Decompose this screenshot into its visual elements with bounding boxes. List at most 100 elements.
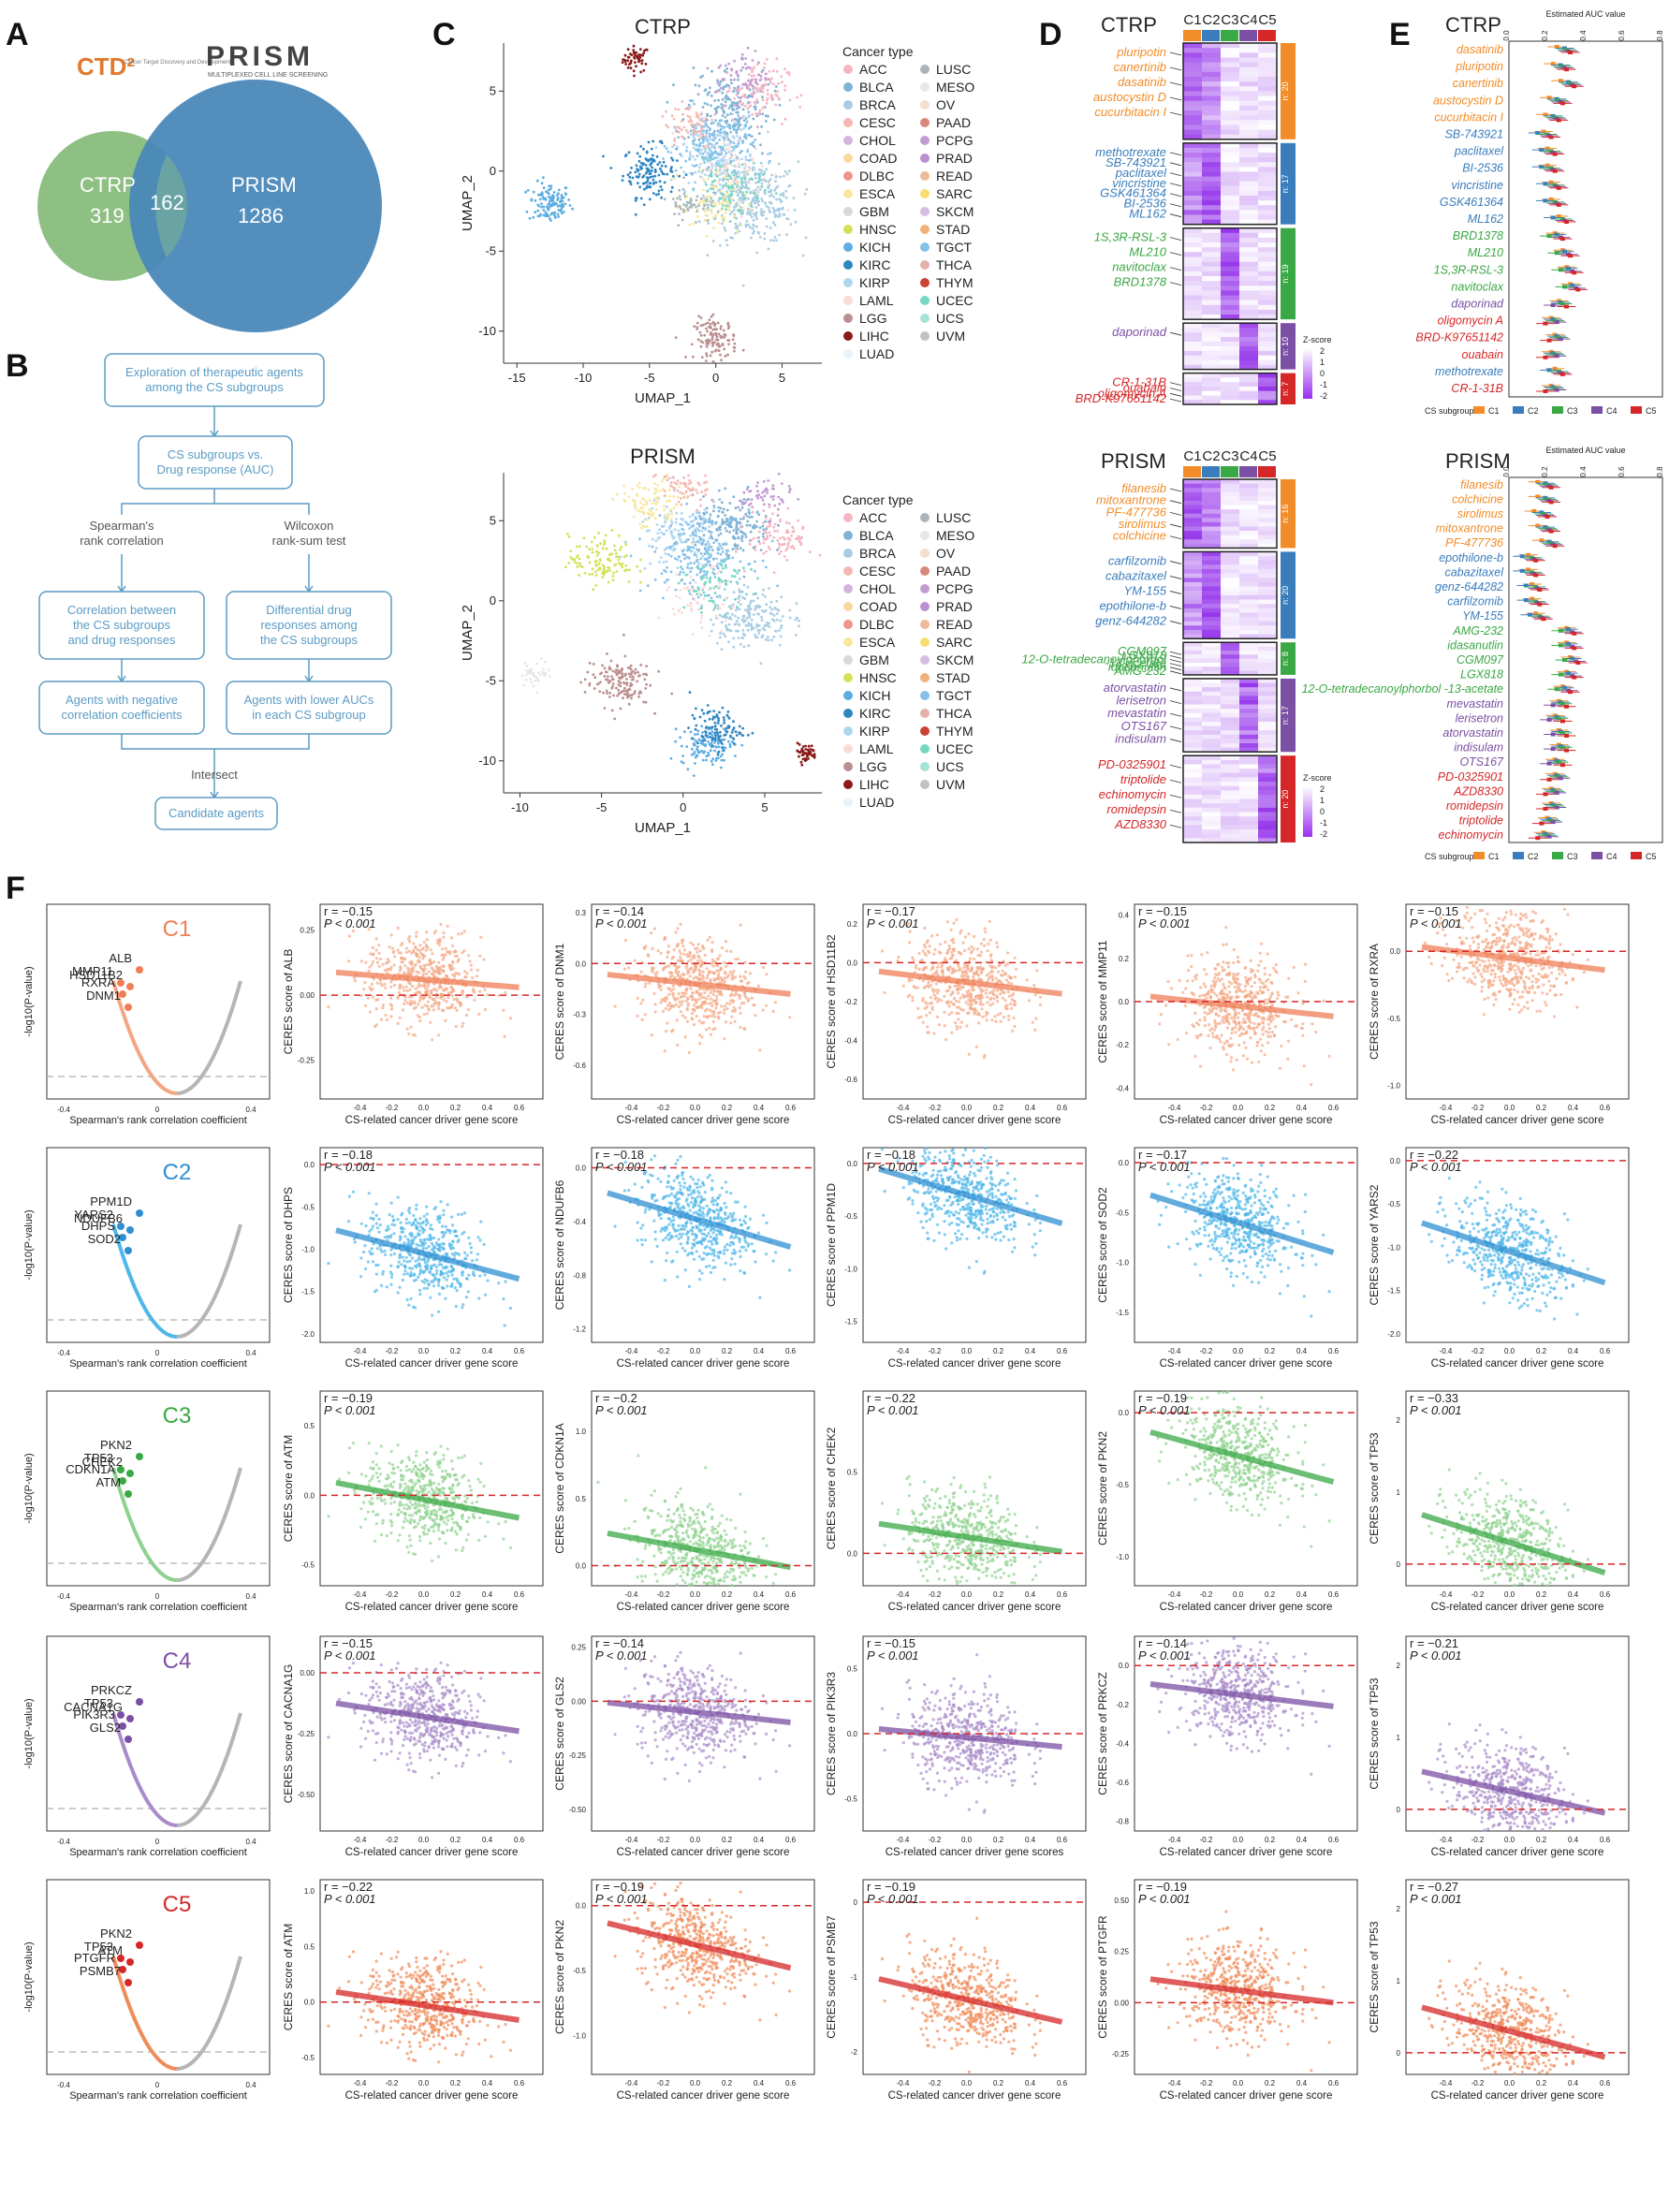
umap-point-tgct — [739, 137, 741, 139]
umap-point-brca — [748, 622, 751, 624]
umap-point-brca — [769, 625, 771, 628]
umap-point-brca — [747, 586, 750, 589]
legend-item-stad: STAD — [936, 222, 970, 237]
umap-point-lusc — [678, 189, 681, 192]
umap-point-lgg — [579, 681, 582, 684]
prism-label: PRISM — [231, 173, 297, 197]
umap-point-acc — [798, 106, 801, 109]
umap-point-laml — [738, 162, 740, 165]
umap-point-blca — [726, 113, 729, 116]
umap-point-tgct — [677, 136, 680, 139]
umap-point-kirc — [714, 725, 717, 728]
umap-point-esca — [688, 224, 691, 227]
umap-point-blca — [724, 514, 726, 517]
umap-point-kich — [562, 200, 564, 203]
umap-point-ucec — [764, 189, 767, 192]
umap-point-lusc — [707, 203, 710, 206]
umap-point-pcpg — [719, 65, 722, 67]
umap-point-tgct — [738, 142, 740, 145]
umap-point-brca — [788, 170, 791, 173]
umap-point-acc — [751, 113, 754, 116]
umap-point-kirc — [636, 164, 638, 167]
umap-point-brca — [753, 600, 755, 603]
umap-point-kich — [549, 196, 551, 198]
umap-point-esca — [725, 192, 728, 195]
umap-point-lgg — [618, 683, 621, 686]
umap-point-brca — [761, 179, 764, 182]
umap-point-esca — [723, 197, 725, 199]
umap-point-brca — [737, 617, 739, 620]
umap-point-lihc — [808, 745, 811, 748]
umap-point-lihc — [801, 748, 804, 751]
umap-point-lgg — [605, 670, 608, 673]
umap-point-tgct — [712, 139, 715, 141]
umap-point-brca — [772, 196, 775, 198]
umap-point-blca — [737, 122, 739, 125]
umap-point-cesc — [674, 108, 677, 110]
umap-point-lgg — [642, 673, 645, 676]
umap-point-kich — [537, 205, 540, 208]
umap-point-brca — [765, 168, 768, 170]
umap-point-kich — [715, 759, 718, 762]
umap-point-kirp — [732, 159, 735, 162]
umap-point-pcpg — [739, 96, 742, 99]
umap-point-brca — [768, 206, 770, 209]
split-line — [214, 504, 309, 515]
umap-point-ucec — [750, 178, 753, 181]
umap-point-blca — [774, 90, 777, 93]
umap-point-ucec — [730, 193, 733, 196]
umap-point-brca — [774, 607, 777, 609]
legend-swatch-thca — [920, 260, 930, 270]
umap-point-kirc — [659, 168, 662, 170]
umap-point-pcpg — [741, 56, 744, 59]
umap-point-lgg — [693, 325, 695, 328]
umap-point-pcpg — [752, 59, 754, 62]
umap-point-brca — [770, 638, 773, 641]
umap-point-lusc — [703, 203, 706, 206]
umap-point-lgg — [713, 341, 716, 344]
umap-point-blca — [710, 115, 712, 118]
umap-point-ucec — [744, 186, 747, 189]
umap-point-lgg — [611, 679, 614, 681]
umap-point-brca — [804, 193, 807, 196]
umap-point-kirc — [701, 709, 704, 711]
legend-swatch-kirc — [843, 260, 853, 270]
umap-point-brca — [761, 183, 764, 185]
umap-point-cesc — [686, 115, 689, 118]
umap-point-kirc — [712, 710, 715, 712]
umap-point-lgg — [699, 331, 702, 334]
umap-point-laml — [737, 190, 739, 193]
umap-point-meso — [540, 657, 543, 660]
umap-point-kirp — [736, 135, 739, 138]
umap-point-pcpg — [757, 74, 760, 77]
umap-point-tgct — [692, 142, 695, 145]
umap-point-blca — [749, 524, 752, 527]
umap-point-lgg — [713, 324, 716, 327]
umap-point-ucec — [763, 173, 766, 176]
umap-point-laml — [714, 172, 717, 175]
umap-point-lgg — [626, 696, 629, 699]
umap-point-kirc — [660, 197, 663, 199]
umap-point-lgg — [710, 327, 712, 330]
umap-point-kirc — [639, 166, 642, 168]
umap-point-hnsc — [639, 581, 642, 584]
umap-point-blca — [743, 119, 746, 122]
umap-point-tgct — [693, 103, 695, 106]
umap-point-kirp — [767, 131, 769, 134]
umap-point-tgct — [719, 129, 722, 132]
umap-point-blca — [779, 104, 782, 107]
umap-point-kirp — [699, 153, 702, 155]
left-box1-text: Correlation between — [67, 603, 176, 617]
umap-point-brca — [784, 170, 787, 173]
umap-point-brca — [738, 623, 740, 626]
umap-point-esca — [728, 203, 731, 206]
umap-point-kirc — [727, 710, 730, 713]
umap-point-lgg — [606, 652, 608, 655]
umap-point-blca — [727, 96, 730, 99]
umap-point-meso — [534, 680, 537, 682]
umap-point-lihc — [804, 745, 807, 748]
umap-point-hnsc — [578, 558, 581, 561]
umap-point-lihc — [624, 63, 627, 66]
umap-point-acc — [780, 75, 783, 78]
umap-point-acc — [789, 99, 792, 102]
